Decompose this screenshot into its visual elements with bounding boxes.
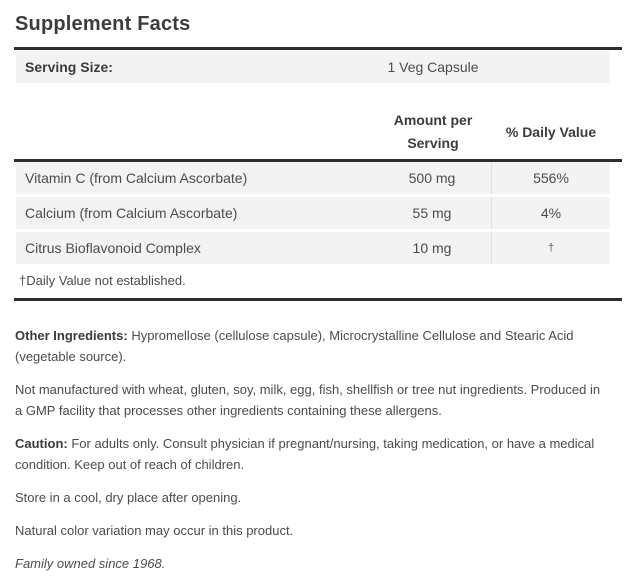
caution-paragraph: Caution: For adults only. Consult physic…: [15, 433, 610, 475]
nutrient-daily-value: †: [491, 232, 610, 264]
storage-note: Store in a cool, dry place after opening…: [15, 490, 242, 505]
nutrient-amount: 10 mg: [412, 240, 452, 256]
other-ingredients-text: Hypromellose (cellulose capsule), Microc…: [15, 328, 574, 364]
other-ingredients-label: Other Ingredients:: [15, 328, 128, 343]
other-ingredients-paragraph: Other Ingredients: Hypromellose (cellulo…: [15, 325, 610, 367]
family-owned-tagline: Family owned since 1968.: [15, 556, 166, 571]
allergen-statement: Not manufactured with wheat, gluten, soy…: [15, 382, 601, 418]
nutrient-amount: 500 mg: [408, 170, 456, 186]
divider-header: [14, 159, 622, 162]
column-header-daily-value: % Daily Value: [505, 124, 597, 140]
supplement-facts-panel: Supplement Facts Serving Size: 1 Veg Cap…: [0, 13, 624, 574]
nutrient-daily-value: 556%: [491, 162, 610, 194]
caution-label: Caution:: [15, 436, 68, 451]
divider-title: [14, 47, 622, 50]
notes-section: Other Ingredients: Hypromellose (cellulo…: [15, 325, 610, 574]
divider-bottom: [14, 298, 622, 301]
serving-size-label: Serving Size:: [25, 59, 113, 75]
table-row: Vitamin C (from Calcium Ascorbate) 500 m…: [16, 162, 610, 194]
serving-size-spacer: [492, 51, 610, 83]
table-row: Calcium (from Calcium Ascorbate) 55 mg 4…: [16, 197, 610, 229]
table-header-row: Amount per Serving % Daily Value: [16, 83, 610, 159]
daily-value-footnote: †Daily Value not established.: [19, 273, 186, 288]
column-header-amount: Amount per Serving: [393, 112, 473, 151]
caution-text: For adults only. Consult physician if pr…: [15, 436, 595, 472]
table-row: Citrus Bioflavonoid Complex 10 mg †: [16, 232, 610, 264]
serving-size-value: 1 Veg Capsule: [387, 59, 479, 75]
color-variation-note: Natural color variation may occur in thi…: [15, 523, 294, 538]
panel-title: Supplement Facts: [15, 13, 191, 35]
nutrient-daily-value: 4%: [491, 197, 610, 229]
nutrient-name: Vitamin C (from Calcium Ascorbate): [25, 170, 248, 186]
nutrient-name: Citrus Bioflavonoid Complex: [25, 240, 201, 256]
nutrient-name: Calcium (from Calcium Ascorbate): [25, 205, 238, 221]
serving-size-row: Serving Size: 1 Veg Capsule: [16, 51, 610, 83]
nutrient-amount: 55 mg: [412, 205, 452, 221]
